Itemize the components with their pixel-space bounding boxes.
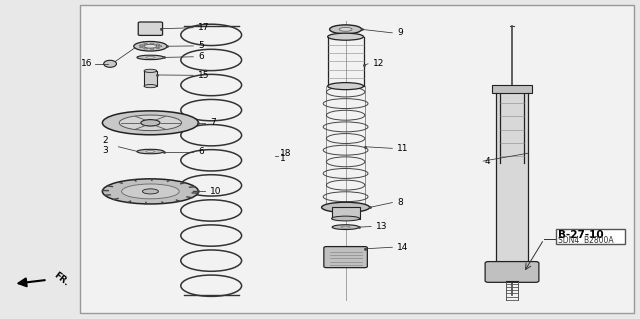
- FancyBboxPatch shape: [556, 229, 625, 244]
- Ellipse shape: [142, 189, 158, 194]
- Ellipse shape: [102, 111, 198, 135]
- Ellipse shape: [102, 179, 198, 204]
- FancyBboxPatch shape: [485, 262, 539, 282]
- Text: 1: 1: [280, 154, 285, 163]
- Ellipse shape: [328, 83, 364, 90]
- Text: 8: 8: [397, 198, 403, 207]
- Bar: [496, 93, 528, 265]
- Text: 11: 11: [397, 144, 409, 153]
- Ellipse shape: [134, 41, 167, 51]
- Ellipse shape: [144, 48, 147, 49]
- Ellipse shape: [341, 226, 350, 228]
- Bar: [80, 5, 634, 313]
- Text: 10: 10: [210, 187, 221, 196]
- Bar: [332, 207, 360, 219]
- Ellipse shape: [332, 216, 360, 221]
- Text: 6: 6: [198, 52, 204, 61]
- Ellipse shape: [150, 43, 154, 44]
- Ellipse shape: [144, 69, 157, 72]
- Ellipse shape: [156, 44, 159, 45]
- Ellipse shape: [330, 25, 362, 34]
- Ellipse shape: [144, 43, 147, 45]
- Ellipse shape: [339, 27, 352, 31]
- Ellipse shape: [332, 225, 359, 230]
- Ellipse shape: [122, 184, 179, 199]
- Ellipse shape: [158, 46, 162, 47]
- Ellipse shape: [140, 47, 143, 48]
- Text: 15: 15: [198, 71, 210, 80]
- Ellipse shape: [146, 56, 155, 58]
- Text: 17: 17: [198, 23, 210, 32]
- FancyBboxPatch shape: [138, 22, 163, 35]
- Ellipse shape: [104, 60, 116, 67]
- Bar: [492, 85, 532, 93]
- Ellipse shape: [328, 33, 364, 40]
- Text: 14: 14: [397, 243, 409, 252]
- Text: B-27-10: B-27-10: [558, 230, 604, 240]
- Bar: [144, 71, 157, 86]
- Text: 3: 3: [102, 146, 108, 155]
- Text: 2: 2: [102, 137, 108, 145]
- Ellipse shape: [140, 45, 143, 46]
- Text: 9: 9: [397, 28, 403, 37]
- Ellipse shape: [119, 115, 182, 130]
- Ellipse shape: [144, 85, 157, 88]
- Text: 13: 13: [376, 222, 388, 231]
- Ellipse shape: [137, 55, 164, 60]
- Ellipse shape: [146, 151, 155, 152]
- Text: FR.: FR.: [51, 271, 70, 288]
- Text: 12: 12: [373, 59, 385, 68]
- Ellipse shape: [156, 47, 159, 48]
- Text: 6: 6: [198, 147, 204, 156]
- Text: 16: 16: [81, 59, 93, 68]
- Text: 5: 5: [198, 41, 204, 50]
- Text: 18: 18: [280, 149, 291, 158]
- Text: 4: 4: [484, 157, 490, 166]
- Ellipse shape: [150, 48, 154, 49]
- Ellipse shape: [144, 44, 157, 48]
- FancyBboxPatch shape: [324, 247, 367, 268]
- Ellipse shape: [137, 149, 164, 154]
- Text: 7: 7: [210, 118, 216, 127]
- Ellipse shape: [141, 120, 160, 126]
- Text: SDN4  B2800A: SDN4 B2800A: [558, 236, 614, 245]
- Ellipse shape: [322, 202, 370, 212]
